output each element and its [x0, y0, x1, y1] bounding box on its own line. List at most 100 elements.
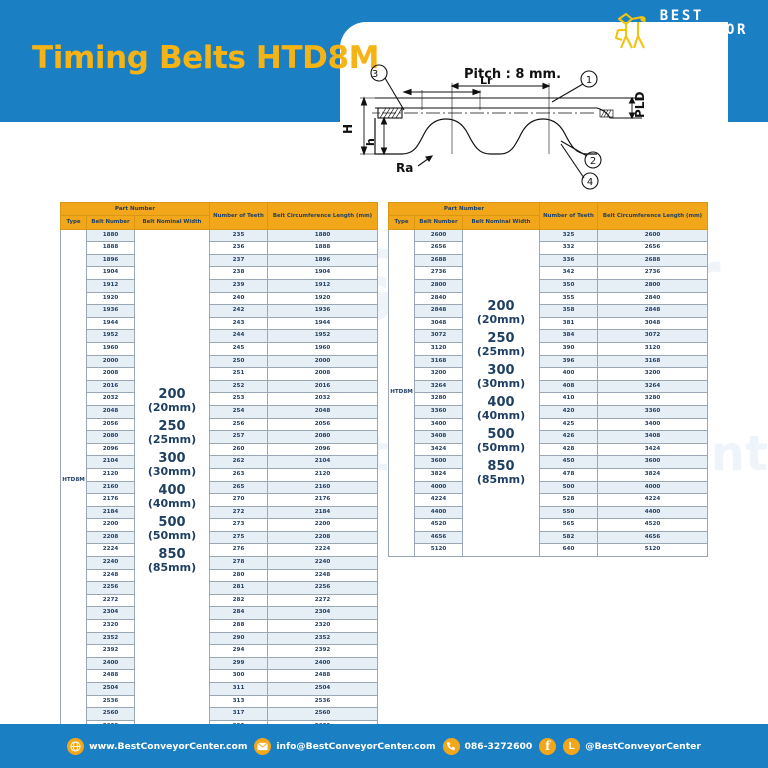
- header-type: Type: [388, 215, 415, 230]
- cell-belt-number: 2080: [86, 430, 135, 444]
- cell-belt-number: 2536: [86, 694, 135, 709]
- footer-email-label: info@BestConveyorCenter.com: [276, 740, 436, 752]
- belt-width-main: 250: [158, 419, 186, 435]
- table-row: 2840 355 2840: [389, 291, 708, 306]
- header-belt-nominal-width: Belt Nominal Width: [462, 215, 540, 230]
- table-row: 3120 390 3120: [389, 341, 708, 356]
- cell-belt-number: 1920: [86, 291, 135, 306]
- cell-belt-number: 1880: [86, 228, 135, 243]
- cell-belt-number: 2176: [86, 493, 135, 507]
- cell-number-of-teeth: 300: [209, 669, 268, 683]
- belt-width-sub: (25mm): [147, 433, 197, 447]
- table-row: 2656 332 2656: [389, 241, 708, 255]
- cell-number-of-teeth: 565: [539, 518, 598, 532]
- cell-belt-number: 2304: [86, 606, 135, 621]
- cell-belt-circumference: 2048: [267, 404, 378, 419]
- cell-belt-circumference: 1912: [267, 279, 378, 293]
- cell-number-of-teeth: 478: [539, 467, 598, 482]
- cell-belt-number: 2560: [86, 707, 135, 721]
- table-row: 2256 281 2256: [61, 581, 378, 595]
- footer-item-website[interactable]: www.BestConveyorCenter.com: [67, 737, 248, 755]
- header-blue-block: [0, 0, 340, 122]
- cell-number-of-teeth: 236: [209, 241, 268, 255]
- cell-belt-number: 3120: [414, 341, 463, 356]
- cell-belt-circumference: 2536: [267, 694, 378, 709]
- cell-number-of-teeth: 243: [209, 316, 268, 331]
- facebook-icon: f: [539, 737, 557, 755]
- belt-width-option: 250 (25mm): [477, 331, 525, 358]
- cell-number-of-teeth: 332: [539, 241, 598, 255]
- belt-width-option: 200 (20mm): [148, 388, 196, 414]
- belt-width-main: 200: [158, 387, 186, 403]
- cell-belt-number: 2056: [86, 417, 135, 432]
- belt-width-main: 300: [158, 451, 186, 467]
- cell-belt-circumference: 1944: [267, 316, 378, 331]
- cell-belt-number: 4520: [414, 518, 463, 532]
- cell-number-of-teeth: 428: [539, 442, 598, 457]
- cell-belt-nominal-width: 200 (20mm) 250 (25mm) 300 (30mm) 400 (40mm) 500(…: [462, 228, 540, 558]
- cell-number-of-teeth: 242: [209, 304, 268, 318]
- cell-belt-circumference: 1880: [267, 228, 378, 243]
- belt-width-main: 250: [487, 331, 515, 347]
- footer-item-email[interactable]: info@BestConveyorCenter.com: [254, 737, 436, 755]
- cell-belt-circumference: 2600: [597, 228, 708, 243]
- cell-belt-number: 4224: [414, 493, 463, 507]
- belt-width-option: 300 (30mm): [148, 452, 196, 478]
- cell-belt-circumference: 3360: [597, 404, 708, 419]
- cell-belt-circumference: 3400: [597, 417, 708, 432]
- cell-number-of-teeth: 311: [209, 682, 268, 696]
- cell-number-of-teeth: 252: [209, 379, 268, 394]
- tables-zone: B C Best Conveyor www.BestConveyorCenter…: [0, 196, 768, 734]
- belt-width-option: 500 (50mm): [476, 427, 526, 454]
- cell-belt-circumference: 3048: [597, 316, 708, 331]
- table-row: HTD8M 1880 200 (20mm) 250 (25mm) 300 (30mm) 400(…: [60, 228, 378, 734]
- footer-item-phone[interactable]: 086-3272600: [442, 737, 532, 755]
- belt-width-sub: (85mm): [147, 560, 197, 574]
- table-row: 2008 251 2008: [61, 367, 378, 381]
- belt-width-option: 250 (25mm): [148, 420, 196, 446]
- cell-number-of-teeth: 288: [209, 619, 268, 633]
- belt-width-main: 400: [158, 483, 186, 498]
- table-row: 1888 236 1888: [61, 241, 378, 255]
- footer-website-label: www.BestConveyorCenter.com: [89, 740, 248, 752]
- table-row: 2352 290 2352: [61, 631, 378, 646]
- cell-number-of-teeth: 282: [209, 593, 268, 608]
- footer-item-facebook[interactable]: f: [539, 737, 557, 755]
- table-row: 3168 396 3168: [389, 354, 708, 369]
- cell-belt-circumference: 2224: [267, 543, 378, 558]
- cell-belt-circumference: 3408: [597, 430, 708, 444]
- cell-number-of-teeth: 273: [209, 518, 268, 532]
- cell-number-of-teeth: 317: [209, 707, 268, 721]
- belt-nominal-width-stack: 200 (20mm) 250 (25mm) 300 (30mm) 400 (40mm) 500(…: [135, 388, 209, 573]
- cell-belt-circumference: 2240: [267, 556, 378, 570]
- cell-belt-number: 2160: [86, 480, 135, 495]
- cell-belt-circumference: 2688: [597, 253, 708, 268]
- table-row: 2560 317 2560: [61, 707, 378, 721]
- cell-belt-number: 4400: [414, 505, 463, 520]
- h-lower-label: h: [364, 138, 377, 146]
- cell-belt-number: 2256: [86, 581, 135, 595]
- cell-belt-number: 2504: [86, 682, 135, 696]
- cell-belt-number: 3048: [414, 316, 463, 331]
- cell-belt-number: 1896: [86, 253, 135, 268]
- cell-number-of-teeth: 313: [209, 694, 268, 709]
- footer-item-line[interactable]: L @BestConveyorCenter: [563, 737, 701, 755]
- belt-width-sub: (85mm): [476, 472, 526, 486]
- cell-belt-number: 2800: [414, 279, 463, 293]
- belt-width-sub: (50mm): [476, 440, 526, 454]
- header-number-of-teeth: Number of Teeth: [539, 202, 598, 230]
- footer-contact-bar: www.BestConveyorCenter.com info@BestConv…: [0, 724, 768, 768]
- cell-belt-number: 2736: [414, 266, 463, 280]
- table-row: 2800 350 2800: [389, 279, 708, 293]
- cell-number-of-teeth: 355: [539, 291, 598, 306]
- table-row: 4520 565 4520: [389, 518, 708, 532]
- cell-number-of-teeth: 299: [209, 656, 268, 671]
- table-row: 2056 256 2056: [61, 417, 378, 432]
- cell-belt-number: 2120: [86, 467, 135, 482]
- page-title: Timing Belts HTD8M: [32, 40, 380, 76]
- table-row: 1920 240 1920: [61, 291, 378, 306]
- cell-number-of-teeth: 420: [539, 404, 598, 419]
- cell-number-of-teeth: 280: [209, 568, 268, 583]
- cell-number-of-teeth: 408: [539, 379, 598, 394]
- cell-number-of-teeth: 390: [539, 341, 598, 356]
